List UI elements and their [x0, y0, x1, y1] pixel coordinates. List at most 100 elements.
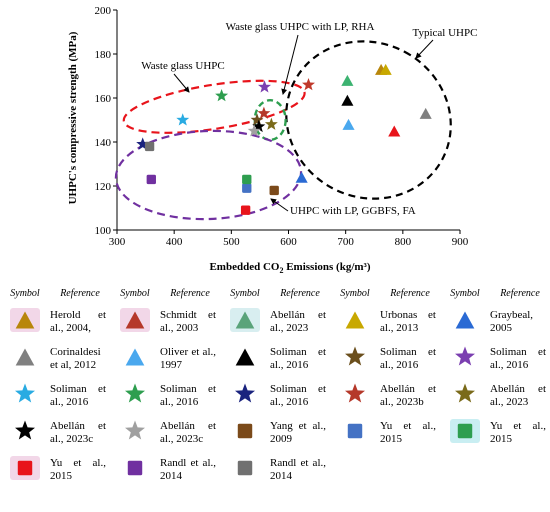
y-tick-label: 160 — [95, 93, 112, 105]
legend-reference: Yu et al., 2015 — [380, 419, 436, 445]
annotation-arrow — [415, 39, 434, 59]
legend-marker-star — [455, 383, 475, 402]
ellipse-typical-uhpc — [285, 40, 452, 200]
data-point-triangle — [342, 118, 355, 130]
legend-reference: Soliman et al., 2016 — [490, 345, 546, 371]
x-tick-label: 500 — [223, 236, 240, 248]
legend-row: Corinaldesi et al, 2012 Oliver et al., 19… — [0, 340, 550, 377]
legend-symbol — [0, 451, 50, 488]
group-ellipses — [114, 40, 452, 221]
legend-row: Herold et al., 2004, Schmidt et al., 2003… — [0, 303, 550, 340]
legend-row: Yu et al., 2015 Randl et al., 2014 Randl e… — [0, 451, 550, 488]
legend-marker-triangle — [345, 311, 365, 328]
legend-reference: Corinaldesi et al, 2012 — [50, 345, 101, 371]
legend-marker-star — [455, 346, 475, 365]
legend-marker-triangle — [15, 348, 35, 365]
legend-symbol — [0, 303, 50, 340]
y-tick-label: 120 — [95, 181, 112, 193]
legend-marker-triangle — [15, 311, 35, 328]
legend-header-symbol: Symbol — [340, 287, 370, 299]
legend-reference: Soliman et al., 2016 — [380, 345, 436, 371]
legend-symbol — [220, 303, 270, 340]
legend-reference: Abellán et al., 2023b — [380, 382, 436, 408]
annotation-label: UHPC with LP, GGBFS, FA — [290, 205, 416, 217]
data-point-square — [242, 183, 252, 193]
legend-marker-triangle — [235, 348, 255, 365]
data-point-square — [269, 185, 279, 196]
legend-symbol — [330, 377, 380, 414]
ellipse-uhpc-lp-ggbfs-fa — [114, 129, 303, 221]
data-point-triangle — [341, 74, 354, 86]
legend-symbol — [110, 451, 160, 488]
legend-marker-square — [17, 460, 33, 475]
x-tick-label: 300 — [109, 236, 126, 248]
legend-symbol — [220, 340, 270, 377]
data-point-triangle — [295, 171, 308, 183]
legend-marker-triangle — [235, 311, 255, 328]
y-tick-label: 140 — [95, 137, 112, 149]
x-tick-label: 600 — [280, 236, 297, 248]
legend-header-reference: Reference — [500, 287, 540, 299]
legend-symbol — [110, 377, 160, 414]
legend-symbol — [220, 451, 270, 488]
data-point-star — [252, 119, 266, 133]
legend-reference: Yu et al., 2015 — [50, 456, 106, 482]
legend-marker-square — [347, 423, 363, 438]
plot-area: 300 400 500 600 700 800 900 100 120 140 160 180 200 — [95, 5, 469, 248]
legend-marker-triangle — [455, 311, 475, 328]
legend-symbol — [330, 303, 380, 340]
ellipse-waste-glass-uhpc — [122, 79, 306, 134]
legend-symbol — [330, 451, 380, 488]
data-point-star — [302, 78, 315, 91]
data-point-star — [247, 124, 261, 137]
legend-marker-star — [15, 420, 35, 439]
legend-reference: Randl et al., 2014 — [160, 456, 216, 482]
annotation-arrow — [270, 198, 289, 212]
annotation-arrow — [173, 73, 190, 93]
legend-symbol — [440, 451, 490, 488]
legend-marker-star — [15, 383, 35, 402]
data-point-square — [242, 174, 252, 185]
legend-marker-star — [345, 346, 365, 365]
legend-body: Herold et al., 2004, Schmidt et al., 2003… — [0, 303, 550, 488]
annotation-label: Waste glass UHPC — [141, 60, 224, 72]
data-point-star — [136, 137, 150, 150]
legend-reference: Randl et al., 2014 — [270, 456, 326, 482]
legend-symbol — [440, 377, 490, 414]
annotation-arrow — [281, 34, 299, 95]
legend-marker-square — [237, 460, 253, 475]
data-point-triangle — [379, 63, 392, 75]
x-axis-title: Embedded CO2 Emissions (kg/m³) — [209, 261, 370, 275]
legend-symbol — [110, 414, 160, 451]
y-tick-label: 100 — [95, 225, 112, 237]
legend-header-symbol: Symbol — [10, 287, 40, 299]
y-tick-label: 180 — [95, 49, 112, 61]
annotation-label: Typical UHPC — [413, 27, 478, 39]
legend-symbol — [440, 303, 490, 340]
legend-reference: Abellán et al., 2023c — [160, 419, 216, 445]
legend-symbol — [330, 414, 380, 451]
legend-header-symbol: Symbol — [120, 287, 150, 299]
legend-reference: Soliman et al., 2016 — [160, 382, 216, 408]
legend-reference — [490, 451, 550, 488]
annotation-label: Waste glass UHPC with LP, RHA — [226, 21, 375, 33]
legend-symbol — [220, 414, 270, 451]
data-point-star — [264, 117, 278, 130]
legend-marker-triangle — [125, 311, 145, 328]
x-tick-label: 800 — [395, 236, 412, 248]
legend-symbol — [110, 303, 160, 340]
legend-reference: Abellán et al., 2023 — [270, 308, 326, 334]
data-point-triangle — [341, 94, 354, 106]
legend-symbol — [440, 340, 490, 377]
legend-symbol — [0, 414, 50, 451]
legend-reference: Urbonas et al., 2013 — [380, 308, 436, 334]
data-points — [136, 63, 432, 215]
legend-header-reference: Reference — [280, 287, 320, 299]
legend-symbol — [110, 340, 160, 377]
legend-marker-star — [235, 383, 255, 402]
data-point-square — [144, 141, 155, 152]
data-point-star — [215, 89, 229, 102]
legend-marker-star — [125, 383, 145, 402]
y-tick-label: 200 — [95, 5, 112, 17]
data-point-star — [257, 106, 271, 119]
